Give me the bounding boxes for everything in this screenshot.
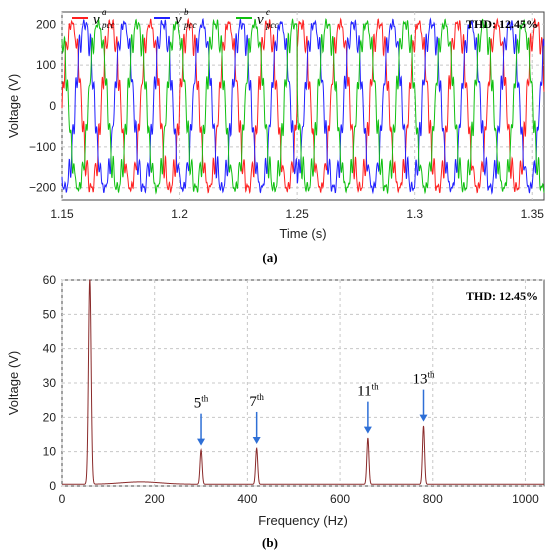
- spectrum-y-tick-label: 50: [43, 307, 57, 321]
- harmonic-arrowhead: [419, 414, 428, 422]
- spectrum-y-axis-label: Voltage (V): [6, 351, 21, 415]
- spectrum-x-axis-label: Frequency (Hz): [258, 513, 348, 528]
- spectrum-x-tick-label: 800: [423, 492, 443, 506]
- legend-subscript: pcc: [183, 20, 197, 30]
- legend-superscript: a: [102, 7, 107, 17]
- legend-superscript: b: [184, 7, 189, 17]
- legend-label-a: v: [93, 12, 100, 28]
- spectrum-y-tick-label: 0: [49, 479, 56, 493]
- time-thd-annotation: THD: 12.45%: [466, 17, 538, 31]
- harmonic-arrowhead: [363, 426, 372, 434]
- time-y-tick-label: −200: [29, 181, 56, 195]
- spectrum-x-tick-label: 200: [145, 492, 165, 506]
- waveform-b: [61, 17, 545, 195]
- spectrum-y-tick-label: 20: [43, 410, 57, 424]
- time-y-tick-label: 0: [49, 99, 56, 113]
- caption-b: (b): [262, 535, 278, 550]
- legend-label-b: v: [175, 12, 182, 28]
- time-x-tick-label: 1.25: [285, 207, 309, 221]
- harmonic-arrowhead: [252, 436, 261, 444]
- time-y-tick-label: 100: [36, 58, 56, 72]
- waveform-a: [61, 17, 545, 195]
- spectrum-y-tick-label: 10: [43, 445, 57, 459]
- spectrum-ticks: 0 200 400 600 800 1000 0 10 20 30 40 50 60: [43, 273, 539, 506]
- time-x-tick-label: 1.35: [521, 207, 545, 221]
- caption-a: (a): [262, 250, 277, 265]
- harmonic-arrowhead: [197, 438, 206, 446]
- legend-subscript: pcc: [265, 20, 279, 30]
- spectrum-y-tick-label: 30: [43, 376, 57, 390]
- time-y-axis-label: Voltage (V): [6, 74, 21, 138]
- time-x-tick-label: 1.2: [171, 207, 188, 221]
- time-x-tick-label: 1.15: [50, 207, 74, 221]
- time-y-tick-label: 200: [36, 17, 56, 31]
- spectrum-x-tick-label: 400: [237, 492, 257, 506]
- spectrum-x-tick-label: 0: [59, 492, 66, 506]
- time-x-tick-label: 1.3: [406, 207, 423, 221]
- legend-label-c: v: [257, 12, 264, 28]
- spectrum-grid: [61, 279, 544, 487]
- spectrum-x-tick-label: 600: [330, 492, 350, 506]
- time-x-axis-label: Time (s): [279, 226, 326, 241]
- voltage-time-panel: 1.15 1.2 1.25 1.3 1.35 200 100 0 −100 −200 Time (…: [6, 7, 545, 265]
- waveform-c: [61, 17, 545, 195]
- time-waveforms: [61, 17, 545, 195]
- spectrum-thd-annotation: THD: 12.45%: [466, 289, 538, 303]
- time-y-tick-label: −100: [29, 140, 56, 154]
- spectrum-y-tick-label: 40: [43, 342, 57, 356]
- spectrum-curve: [62, 279, 544, 485]
- spectrum-series: [62, 279, 544, 485]
- spectrum-x-tick-label: 1000: [512, 492, 539, 506]
- time-ticks: 1.15 1.2 1.25 1.3 1.35 200 100 0 −100 −200: [29, 17, 544, 221]
- legend-superscript: c: [266, 7, 270, 17]
- legend-subscript: pcc: [101, 20, 115, 30]
- spectrum-y-tick-label: 60: [43, 273, 57, 287]
